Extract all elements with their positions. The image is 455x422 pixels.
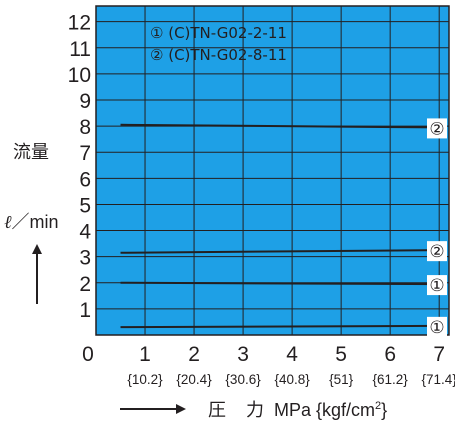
plot-frame bbox=[95, 5, 450, 336]
series-line bbox=[120, 281, 440, 286]
x-tick-label: 6 bbox=[384, 343, 396, 366]
series-marker: ① bbox=[429, 318, 444, 338]
x-axis-arrow bbox=[120, 408, 176, 410]
x-tick-label: 2 bbox=[188, 343, 200, 366]
x-axis-title-b: 力 bbox=[246, 400, 264, 420]
x-tick-label: 7 bbox=[433, 343, 445, 366]
y-tick-label: 4 bbox=[79, 221, 91, 244]
legend-entry: ① (C)TN-G02-2-11 bbox=[150, 24, 287, 42]
x-axis-unit-superscript: 2 bbox=[375, 400, 382, 412]
y-tick-label: 2 bbox=[79, 273, 91, 296]
y-axis-arrow bbox=[36, 248, 38, 304]
series-marker-bg bbox=[427, 241, 447, 262]
legend-entry: ② (C)TN-G02-8-11 bbox=[150, 46, 287, 64]
x-tick-label-kgf: {51} bbox=[329, 372, 354, 387]
series-line bbox=[120, 123, 440, 129]
y-tick-label: 8 bbox=[79, 116, 91, 139]
x-tick-label-kgf: {61.2} bbox=[373, 372, 409, 387]
y-axis-unit-text: ／min bbox=[11, 212, 59, 232]
x-axis-unit: MPa {kgf/cm bbox=[274, 400, 376, 420]
y-axis-title: 流量 bbox=[13, 142, 49, 162]
x-tick-label-kgf: {20.4} bbox=[176, 372, 212, 387]
series-marker-bg bbox=[427, 118, 447, 139]
y-tick-label: 9 bbox=[79, 90, 91, 113]
x-tick-label: 4 bbox=[286, 343, 298, 366]
x-tick-label: 1 bbox=[139, 343, 151, 366]
x-axis-title-a: 圧 bbox=[208, 400, 226, 420]
x-tick-label-kgf: {71.4} bbox=[422, 372, 455, 387]
x-axis-unit-tail: } bbox=[381, 400, 388, 420]
series-marker-bg bbox=[427, 316, 447, 337]
series-line bbox=[120, 249, 440, 254]
x-tick-label: 3 bbox=[237, 343, 249, 366]
series-marker: ② bbox=[429, 119, 444, 139]
y-axis-unit: ℓ／min bbox=[4, 208, 74, 234]
origin-label: 0 bbox=[82, 343, 94, 366]
y-tick-label: 7 bbox=[79, 142, 91, 165]
y-tick-label: 5 bbox=[79, 194, 91, 217]
x-tick-label-kgf: {30.6} bbox=[225, 372, 261, 387]
y-tick-label: 12 bbox=[68, 12, 91, 35]
series-marker-bg bbox=[427, 275, 447, 296]
x-axis-arrow-head bbox=[176, 404, 186, 414]
series-line bbox=[120, 324, 440, 329]
series-marker: ② bbox=[429, 242, 444, 262]
y-axis-unit-symbol: ℓ bbox=[4, 212, 12, 233]
y-tick-label: 6 bbox=[79, 168, 91, 191]
y-tick-label: 10 bbox=[68, 64, 91, 87]
y-tick-label: 3 bbox=[79, 247, 91, 270]
x-tick-label-kgf: {40.8} bbox=[274, 372, 310, 387]
series-marker: ① bbox=[429, 276, 444, 296]
x-axis-title: 圧力 MPa {kgf/cm2} bbox=[208, 396, 387, 422]
y-tick-label: 1 bbox=[79, 299, 91, 322]
x-tick-label: 5 bbox=[335, 343, 347, 366]
y-tick-label: 11 bbox=[69, 38, 91, 61]
x-tick-label-kgf: {10.2} bbox=[127, 372, 163, 387]
